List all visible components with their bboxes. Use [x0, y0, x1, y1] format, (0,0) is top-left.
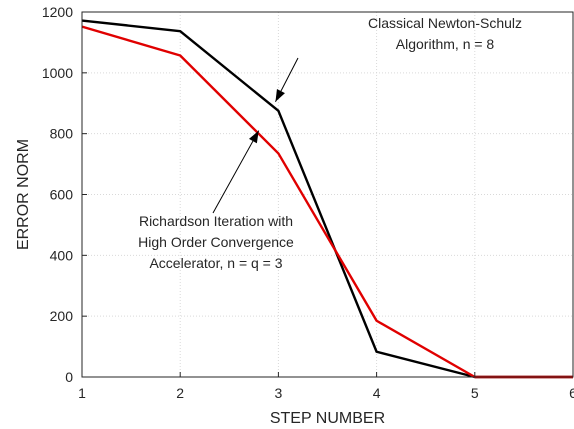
x-tick-label: 4 — [373, 385, 381, 401]
x-tick-label: 1 — [78, 385, 86, 401]
y-axis-label: ERROR NORM — [15, 139, 32, 250]
x-tick-label: 6 — [569, 385, 574, 401]
annotation-text-line: Algorithm, n = 8 — [396, 36, 495, 52]
y-tick-label: 1000 — [42, 65, 73, 81]
annotation-1: Classical Newton-Schulz Algorithm, n = 8 — [275, 15, 522, 102]
series-line-2 — [81, 25, 573, 379]
x-axis-label: STEP NUMBER — [270, 410, 385, 427]
annotation-arrow-shaft — [212, 130, 260, 214]
axis-ticks: 1 2 3 4 5 6 0 200 400 600 800 1000 1200 — [42, 4, 574, 401]
series-line-1 — [81, 19, 573, 379]
annotation-2: Richardson Iteration with High Order Conv… — [138, 130, 294, 271]
x-tick-label: 2 — [176, 385, 184, 401]
arrowhead-icon — [248, 130, 259, 144]
annotation-text-line: Classical Newton-Schulz — [368, 15, 522, 31]
annotations: Classical Newton-Schulz Algorithm, n = 8 R… — [138, 15, 522, 271]
y-tick-label: 800 — [50, 126, 74, 142]
series-layer — [81, 19, 573, 379]
y-tick-label: 400 — [50, 247, 74, 263]
annotation-text-line: High Order Convergence — [138, 234, 294, 250]
y-tick-label: 1200 — [42, 4, 73, 20]
annotation-text-line: Accelerator, n = q = 3 — [149, 255, 282, 271]
arrowhead-icon — [275, 89, 285, 102]
x-tick-label: 3 — [275, 385, 283, 401]
grid — [81, 11, 574, 378]
annotation-text-line: Richardson Iteration with — [139, 213, 293, 229]
y-tick-label: 200 — [50, 308, 74, 324]
x-tick-label: 5 — [471, 385, 479, 401]
y-tick-label: 0 — [65, 369, 73, 385]
y-tick-label: 600 — [50, 187, 74, 203]
